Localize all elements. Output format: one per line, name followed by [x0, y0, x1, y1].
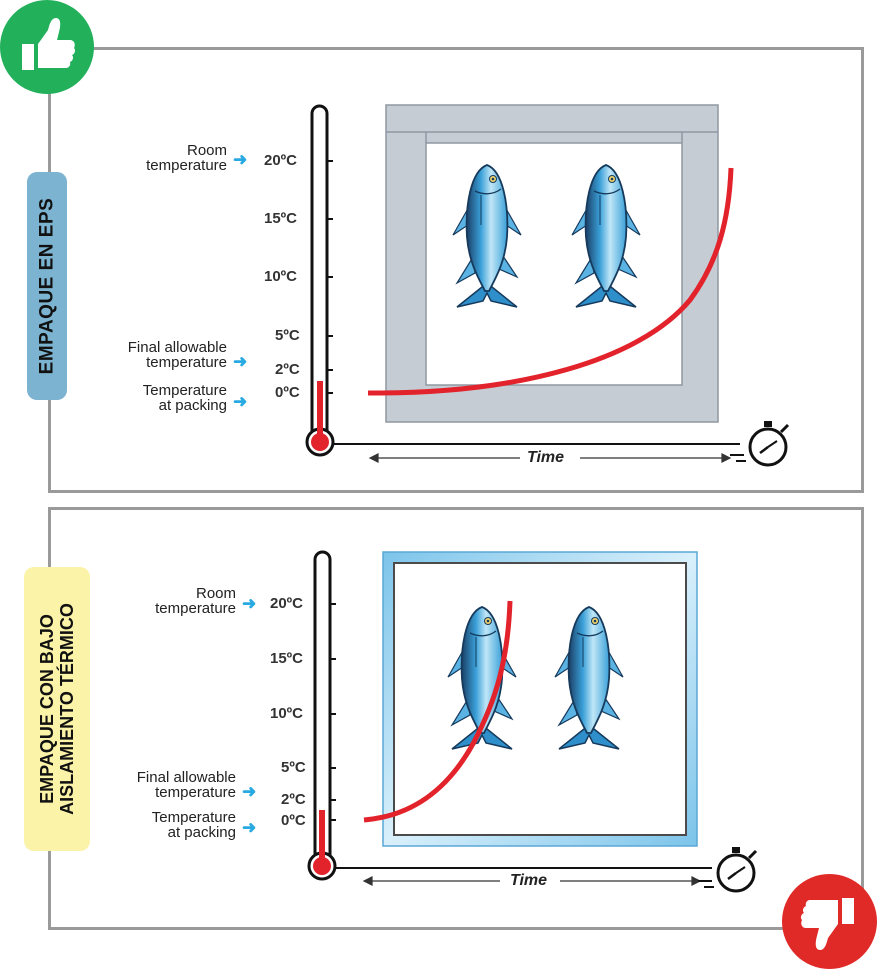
low-insulation-label-line1: EMPAQUE CON BAJO: [37, 614, 58, 804]
packing-temperature-label: Temperature at packing: [142, 382, 227, 414]
time-arrow-top: [368, 453, 732, 463]
temperature-curve-eps: [367, 167, 734, 396]
tick-label-20: 20ºC: [270, 595, 303, 612]
final-allowable-label: Final allowable temperature: [127, 339, 227, 371]
arrow-right-icon: ➜: [233, 150, 248, 169]
arrow-right-icon: ➜: [242, 594, 257, 613]
temperature-curve-thin: [363, 600, 513, 823]
time-arrow-bottom: [362, 876, 702, 886]
arrow-right-icon: ➜: [233, 352, 248, 371]
eps-label: EMPAQUE EN EPS: [27, 172, 67, 400]
tick-label-5: 5ºC: [281, 759, 306, 776]
tick-label-10: 10ºC: [264, 268, 297, 285]
thumbs-up-icon: [0, 0, 94, 94]
time-label: Time: [527, 449, 565, 466]
low-insulation-label-line2: AISLAMIENTO TÉRMICO: [57, 603, 78, 815]
tick-label-15: 15ºC: [264, 210, 297, 227]
room-temperature-label: Room temperature: [146, 142, 227, 174]
thermometer-top: [305, 104, 335, 457]
tick-label-0: 0ºC: [281, 812, 306, 829]
tick-label-10: 10ºC: [270, 705, 303, 722]
tick-label-0: 0ºC: [275, 384, 300, 401]
time-label: Time: [510, 872, 548, 889]
thermometer-bottom: [307, 550, 337, 881]
thin-box: [382, 551, 698, 847]
tick-label-20: 20ºC: [264, 152, 297, 169]
low-insulation-label: EMPAQUE CON BAJO AISLAMIENTO TÉRMICO: [24, 567, 90, 851]
eps-label-text: EMPAQUE EN EPS: [36, 197, 58, 375]
arrow-right-icon: ➜: [233, 392, 248, 411]
thumbs-down-icon: [782, 874, 877, 969]
packing-temperature-label: Temperature at packing: [151, 809, 236, 841]
arrow-right-icon: ➜: [242, 782, 257, 801]
tick-label-2: 2ºC: [275, 361, 300, 378]
arrow-right-icon: ➜: [242, 818, 257, 837]
tick-label-2: 2ºC: [281, 791, 306, 808]
tick-label-5: 5ºC: [275, 327, 300, 344]
room-temperature-label: Room temperature: [155, 585, 236, 617]
final-allowable-label: Final allowable temperature: [136, 769, 236, 801]
tick-label-15: 15ºC: [270, 650, 303, 667]
